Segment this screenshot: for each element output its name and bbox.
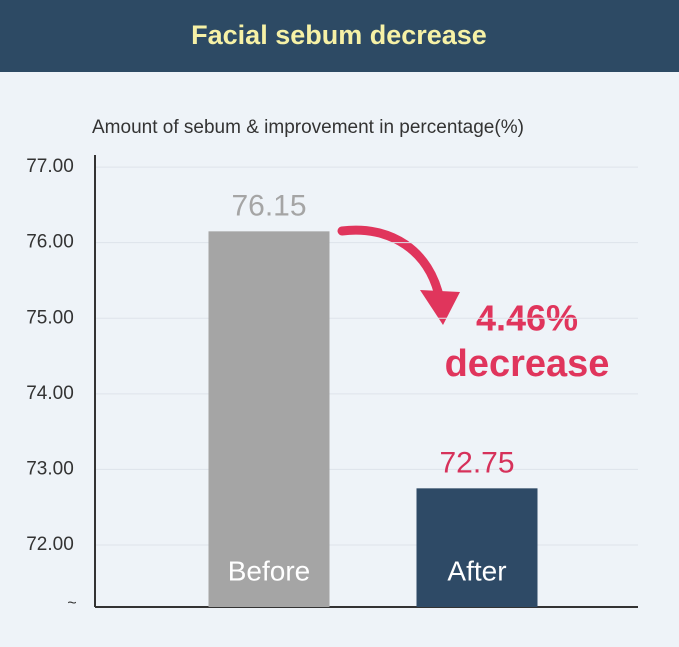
value-label: 76.15 bbox=[231, 189, 306, 222]
y-tick-label: 76.00 bbox=[26, 232, 74, 253]
arrow bbox=[337, 225, 445, 305]
bar bbox=[208, 231, 330, 608]
y-tick-label: 73.00 bbox=[26, 458, 74, 479]
arrow-head bbox=[420, 290, 460, 325]
y-tick-label: 74.00 bbox=[26, 383, 74, 404]
y-tick-label: 75.00 bbox=[26, 307, 74, 328]
x-tick-label: After bbox=[447, 555, 506, 586]
value-label: 72.75 bbox=[439, 446, 514, 479]
y-tick-label: 72.00 bbox=[26, 534, 74, 555]
chart-title: Facial sebum decrease bbox=[191, 20, 487, 50]
x-tick-label: Before bbox=[228, 555, 311, 586]
bar bbox=[416, 488, 538, 607]
chart-subtitle: Amount of sebum & improvement in percent… bbox=[92, 117, 524, 138]
annotation: decrease bbox=[445, 343, 610, 385]
header bbox=[0, 0, 679, 72]
y-tick-label: 77.00 bbox=[26, 156, 74, 177]
axis-break: ~ bbox=[67, 595, 76, 612]
